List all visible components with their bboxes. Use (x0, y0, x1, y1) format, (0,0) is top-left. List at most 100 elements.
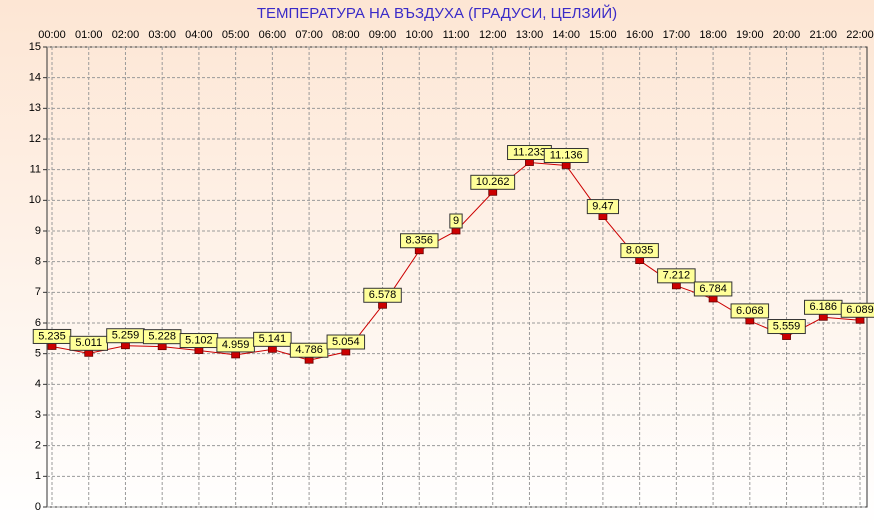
value-label-box (657, 268, 696, 284)
value-label: 9.47 (592, 200, 613, 212)
value-label: 7.212 (663, 270, 691, 282)
x-tick-label: 16:00 (626, 29, 654, 41)
chart-title: ТЕМПЕРАТУРА НА ВЪЗДУХА (ГРАДУСИ, ЦЕЛЗИЙ) (257, 4, 617, 22)
marker (231, 351, 241, 359)
marker (818, 313, 828, 321)
x-tick-label: 08:00 (332, 29, 360, 41)
x-tick-label: 00:00 (38, 29, 66, 41)
marker (84, 349, 94, 357)
value-label-box (767, 319, 806, 335)
value-label-box (543, 147, 589, 163)
x-tick-label: 02:00 (112, 29, 140, 41)
value-label-box (400, 233, 439, 249)
value-label: 9 (453, 215, 459, 227)
value-label: 4.959 (222, 339, 250, 351)
x-tick-label: 07:00 (295, 29, 323, 41)
y-tick-label: 2 (35, 440, 41, 452)
marker (157, 343, 167, 351)
value-label: 5.141 (259, 333, 287, 345)
value-label: 6.089 (846, 304, 874, 316)
value-label-box (470, 174, 516, 190)
y-tick-label: 15 (29, 41, 41, 53)
value-label: 5.102 (185, 334, 213, 346)
value-label-box (363, 287, 402, 303)
value-label: 5.054 (332, 336, 360, 348)
x-tick-label: 15:00 (589, 29, 617, 41)
x-tick-label: 22:00 (846, 29, 874, 41)
value-label: 5.235 (38, 330, 66, 342)
value-label-box (253, 331, 292, 347)
marker (451, 227, 461, 235)
x-tick-label: 20:00 (773, 29, 801, 41)
marker (782, 333, 791, 340)
marker (414, 247, 424, 255)
y-tick-label: 0 (35, 501, 41, 513)
value-label-box (730, 303, 770, 319)
value-label-box (326, 334, 366, 350)
marker (598, 213, 608, 220)
x-tick-label: 06:00 (259, 29, 287, 41)
marker (488, 188, 498, 196)
x-tick-label: 14:00 (552, 29, 580, 41)
marker (121, 342, 130, 350)
marker (341, 348, 351, 356)
y-tick-label: 13 (29, 102, 41, 114)
value-label: 5.559 (773, 320, 801, 332)
x-tick-label: 21:00 (810, 29, 838, 41)
value-label-box (289, 342, 329, 358)
marker (47, 343, 57, 350)
y-tick-label: 11 (30, 164, 41, 176)
x-tick-label: 17:00 (663, 29, 691, 41)
marker (708, 295, 718, 303)
x-tick-label: 12:00 (479, 29, 507, 41)
y-tick-label: 8 (35, 256, 41, 268)
y-tick-label: 5 (35, 348, 41, 360)
value-label: 4.786 (295, 344, 323, 356)
y-tick-label: 7 (35, 286, 41, 298)
marker (267, 345, 277, 353)
x-tick-label: 09:00 (369, 29, 397, 41)
marker (671, 282, 681, 290)
value-label-box (840, 302, 874, 318)
marker (194, 347, 204, 354)
marker (635, 257, 645, 264)
value-label-box (69, 335, 108, 351)
x-tick-label: 13:00 (516, 29, 544, 41)
marker (525, 159, 534, 166)
marker (561, 162, 571, 169)
x-tick-label: 05:00 (222, 29, 250, 41)
value-label: 11.233 (513, 146, 546, 158)
marker (378, 301, 387, 309)
value-label-box (449, 213, 463, 229)
value-label-box (693, 281, 733, 297)
x-tick-label: 01:00 (75, 29, 103, 41)
value-label: 5.228 (148, 331, 176, 343)
x-tick-label: 11:00 (443, 29, 470, 41)
value-label-box (620, 243, 659, 259)
value-label: 5.259 (112, 330, 140, 342)
y-tick-label: 1 (35, 470, 41, 482)
value-label: 8.356 (406, 235, 434, 247)
y-tick-label: 14 (29, 72, 41, 84)
value-label: 8.035 (626, 244, 654, 256)
x-tick-label: 03:00 (148, 29, 176, 41)
y-tick-label: 9 (35, 225, 41, 237)
value-label: 10.262 (476, 176, 510, 188)
value-label: 6.578 (369, 289, 397, 301)
x-tick-label: 19:00 (736, 29, 764, 41)
y-tick-label: 6 (35, 317, 41, 329)
value-label: 11.136 (550, 149, 583, 161)
marker (855, 316, 865, 324)
y-tick-label: 12 (29, 133, 41, 145)
value-label: 6.784 (699, 283, 727, 295)
x-tick-label: 10:00 (406, 29, 434, 41)
value-label: 6.068 (736, 305, 764, 317)
marker (745, 317, 755, 325)
x-tick-label: 18:00 (699, 29, 727, 41)
y-tick-label: 10 (29, 194, 41, 206)
value-label-box (586, 199, 620, 215)
y-tick-label: 4 (35, 378, 41, 390)
